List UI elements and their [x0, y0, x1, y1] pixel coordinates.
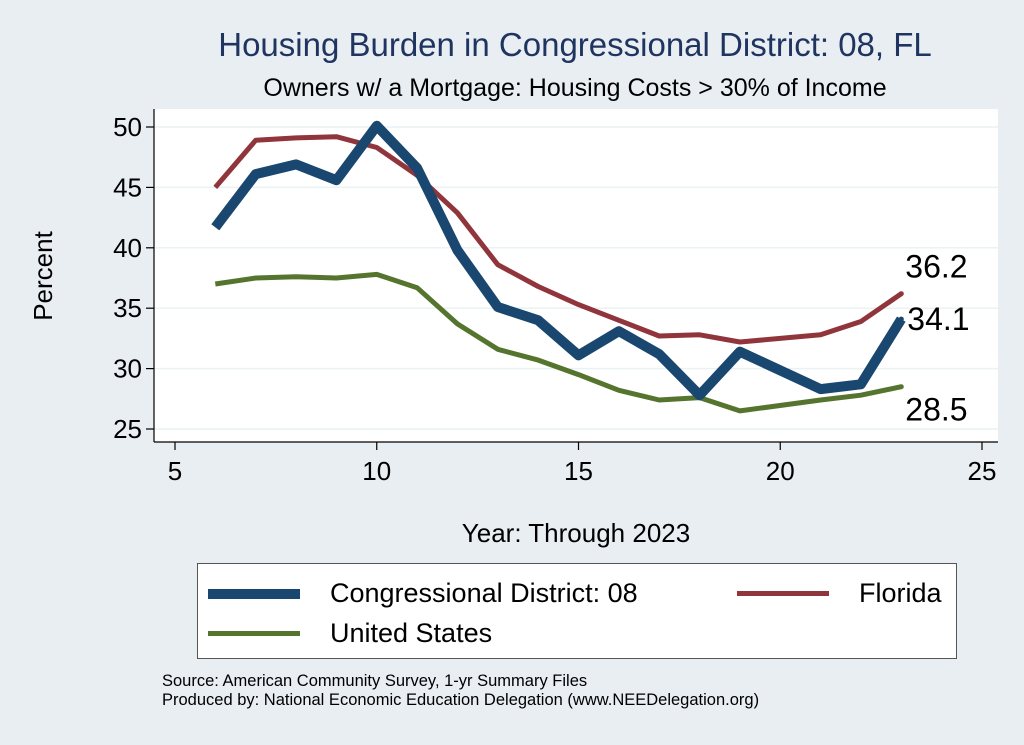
legend-label-district: Congressional District: 08 [330, 578, 638, 608]
end-labels: 34.1 36.2 28.5 [905, 249, 969, 428]
x-tick-label-1: 10 [362, 456, 391, 486]
x-tick-label-4: 25 [968, 456, 997, 486]
y-tick-label-1: 30 [113, 354, 142, 384]
series-endpoint-district [898, 316, 904, 322]
x-tick-label-2: 15 [564, 456, 593, 486]
end-label-florida: 36.2 [905, 249, 967, 285]
y-tick-label-5: 50 [113, 112, 142, 142]
series-endpoint-florida [898, 291, 904, 297]
series-lines [211, 120, 906, 414]
y-tick-label-3: 40 [113, 233, 142, 263]
series-line-district [211, 120, 906, 401]
chart-subtitle: Owners w/ a Mortgage: Housing Costs > 30… [263, 74, 887, 102]
x-tick-label-3: 20 [766, 456, 795, 486]
legend-item-district: Congressional District: 08 [208, 578, 638, 609]
series-endpoint-us [898, 384, 904, 390]
y-tick-label-0: 25 [113, 414, 142, 444]
end-label-us: 28.5 [905, 392, 967, 428]
legend-swatch-florida [737, 591, 829, 596]
source-line-2: Produced by: National Economic Education… [162, 691, 760, 709]
legend-swatch-us [208, 631, 300, 636]
axes: 25 30 35 40 45 50 5 10 15 20 25 [113, 109, 998, 486]
y-axis-label: Percent [28, 230, 58, 320]
end-label-district: 34.1 [907, 301, 969, 337]
legend-label-us: United States [330, 618, 493, 648]
legend-swatch-district [208, 588, 300, 599]
x-tick-label-0: 5 [168, 456, 182, 486]
legend-label-florida: Florida [859, 578, 942, 608]
y-tick-label-4: 45 [113, 172, 142, 202]
chart-title: Housing Burden in Congressional District… [218, 26, 932, 63]
source-line-1: Source: American Community Survey, 1-yr … [162, 672, 588, 690]
grid-lines [154, 126, 998, 430]
y-tick-label-2: 35 [113, 293, 142, 323]
legend-item-us: United States [208, 618, 492, 649]
x-axis-label: Year: Through 2023 [462, 518, 690, 548]
legend-item-florida: Florida [737, 578, 942, 609]
source-note: Source: American Community Survey, 1-yr … [162, 672, 759, 710]
series-line-florida [213, 134, 903, 345]
series-line-us [214, 271, 902, 414]
legend: Congressional District: 08 Florida Unite… [197, 563, 957, 659]
